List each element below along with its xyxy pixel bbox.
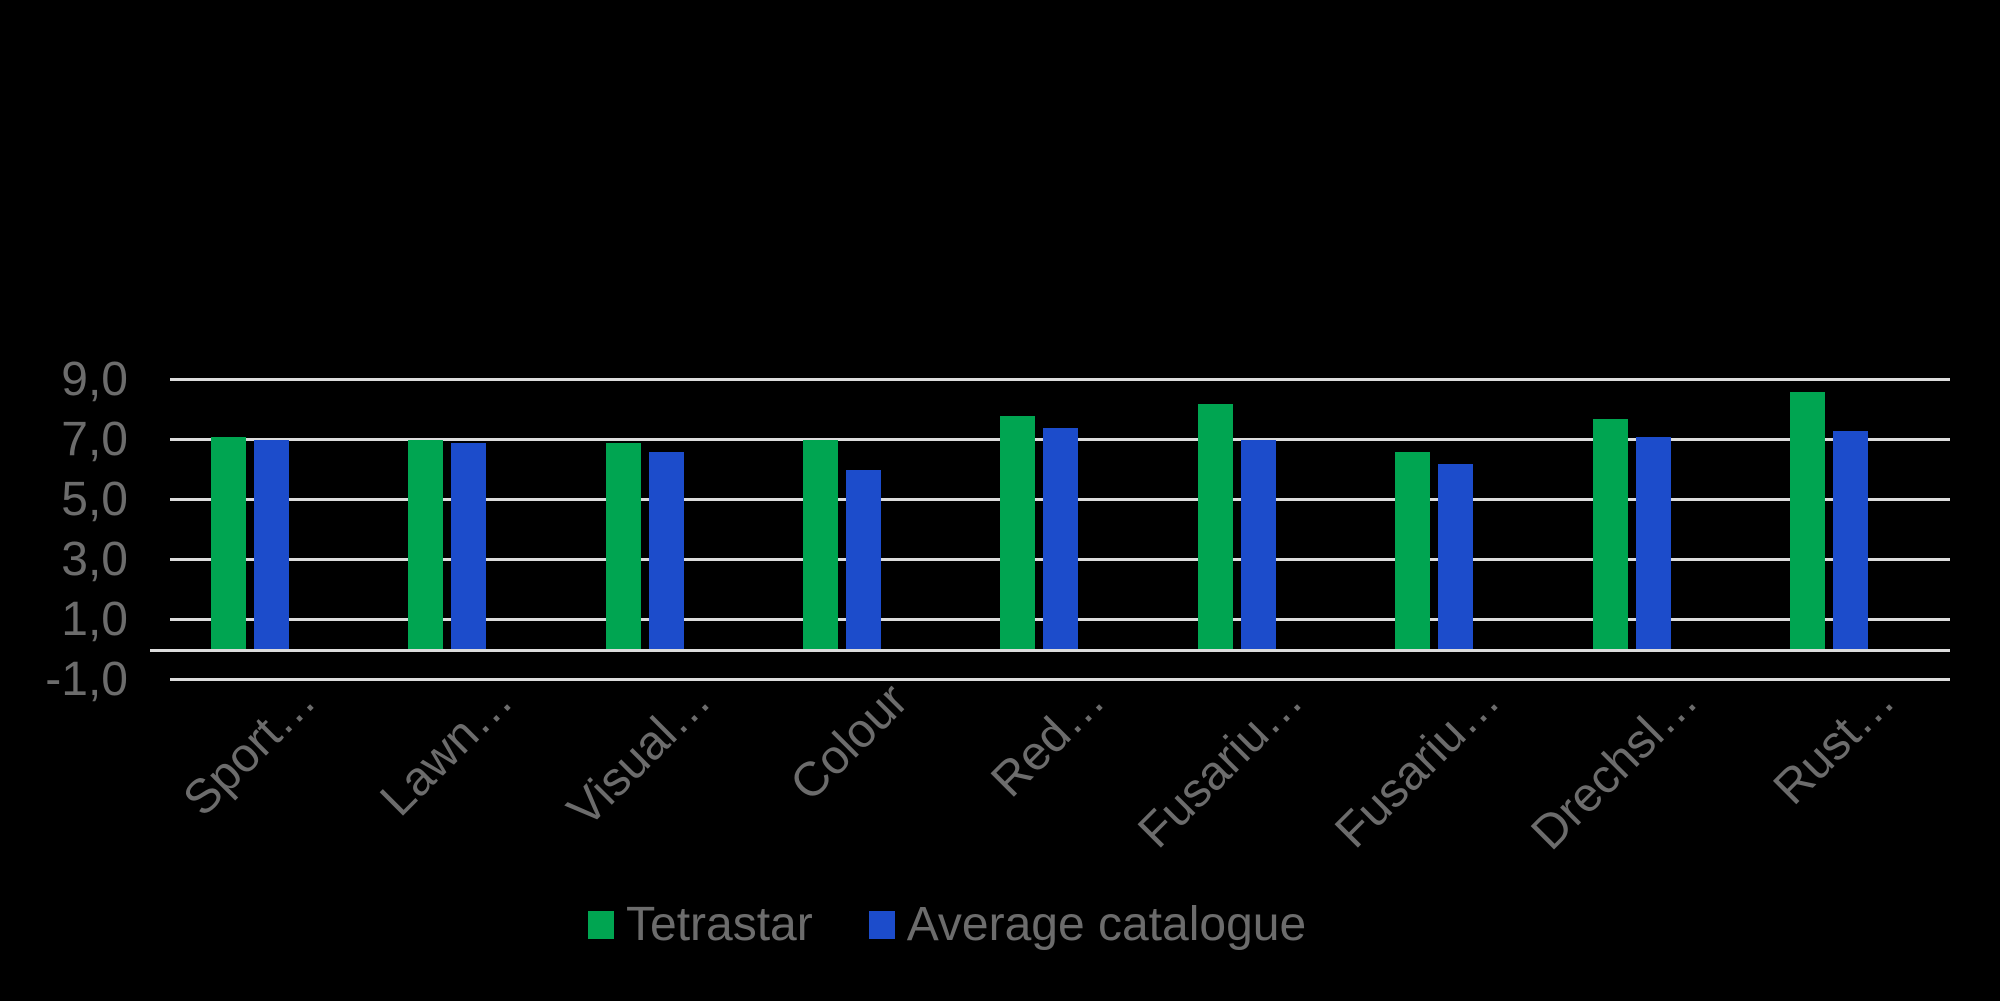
y-axis-tick-label: 7,0	[61, 413, 128, 466]
bar-tetrastar	[803, 440, 838, 650]
bar-average-catalogue	[254, 440, 289, 650]
y-axis-tick-label: 5,0	[61, 473, 128, 526]
bar-average-catalogue	[1043, 428, 1078, 650]
y-axis-tick-label: 1,0	[61, 593, 128, 646]
gridline	[170, 378, 1950, 381]
legend-label-average-catalogue: Average catalogue	[906, 898, 1307, 951]
bar-tetrastar	[1790, 392, 1825, 650]
bar-tetrastar	[1000, 416, 1035, 650]
y-axis-tick-label: 3,0	[61, 533, 128, 586]
legend-label-tetrastar: Tetrastar	[626, 898, 813, 951]
bar-tetrastar	[211, 437, 246, 650]
bar-average-catalogue	[1438, 464, 1473, 650]
legend-item-tetrastar: Tetrastar	[588, 901, 813, 949]
gridline	[170, 678, 1950, 681]
bar-tetrastar	[1198, 404, 1233, 650]
legend-swatch-average-catalogue	[868, 911, 895, 939]
bar-average-catalogue	[846, 470, 881, 650]
bar-tetrastar	[1395, 452, 1430, 650]
bar-tetrastar	[1593, 419, 1628, 650]
legend: Tetrastar Average catalogue	[588, 899, 1306, 951]
bar-tetrastar	[408, 440, 443, 650]
bar-average-catalogue	[1241, 440, 1276, 650]
legend-swatch-tetrastar	[588, 911, 614, 939]
y-axis-tick-label: -1,0	[45, 653, 128, 706]
bar-average-catalogue	[451, 443, 486, 650]
y-axis-tick-label: 9,0	[61, 353, 128, 406]
x-axis-line	[150, 649, 1950, 652]
bar-tetrastar	[606, 443, 641, 650]
bar-average-catalogue	[649, 452, 684, 650]
bar-average-catalogue	[1636, 437, 1671, 650]
bar-average-catalogue	[1833, 431, 1868, 650]
legend-item-average-catalogue: Average catalogue	[868, 898, 1307, 951]
